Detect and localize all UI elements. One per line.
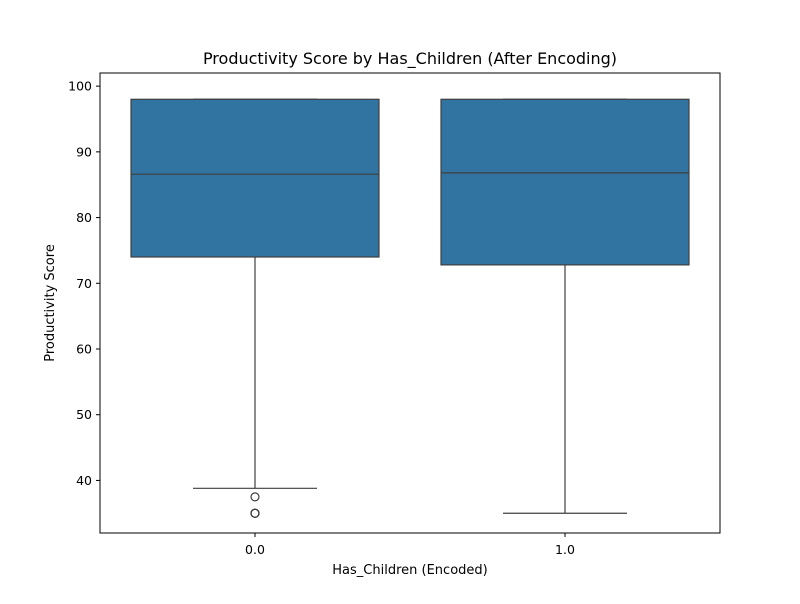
box-iqr [440, 98, 690, 266]
y-tick-label: 50 [76, 407, 92, 422]
x-axis: 0.0 1.0 [245, 533, 575, 557]
boxes-layer [130, 98, 690, 518]
y-tick-label: 100 [68, 79, 92, 94]
outlier-point [250, 492, 260, 502]
chart-title: Productivity Score by Has_Children (Afte… [203, 49, 617, 69]
x-tick-label: 0.0 [245, 542, 265, 557]
y-tick-label: 80 [76, 210, 92, 225]
y-axis-label: Productivity Score [43, 244, 58, 362]
box-group [130, 98, 380, 518]
y-tick-label: 60 [76, 342, 92, 357]
x-axis-label: Has_Children (Encoded) [332, 563, 487, 578]
y-tick-label: 40 [76, 473, 92, 488]
box-iqr [130, 98, 380, 258]
box-group [440, 98, 690, 514]
outlier-point [250, 508, 260, 518]
x-tick-label: 1.0 [555, 542, 575, 557]
y-axis: 40 50 60 70 80 90 100 [68, 79, 100, 488]
plot-frame [99, 72, 721, 534]
y-tick-label: 90 [76, 144, 92, 159]
y-tick-label: 70 [76, 276, 92, 291]
